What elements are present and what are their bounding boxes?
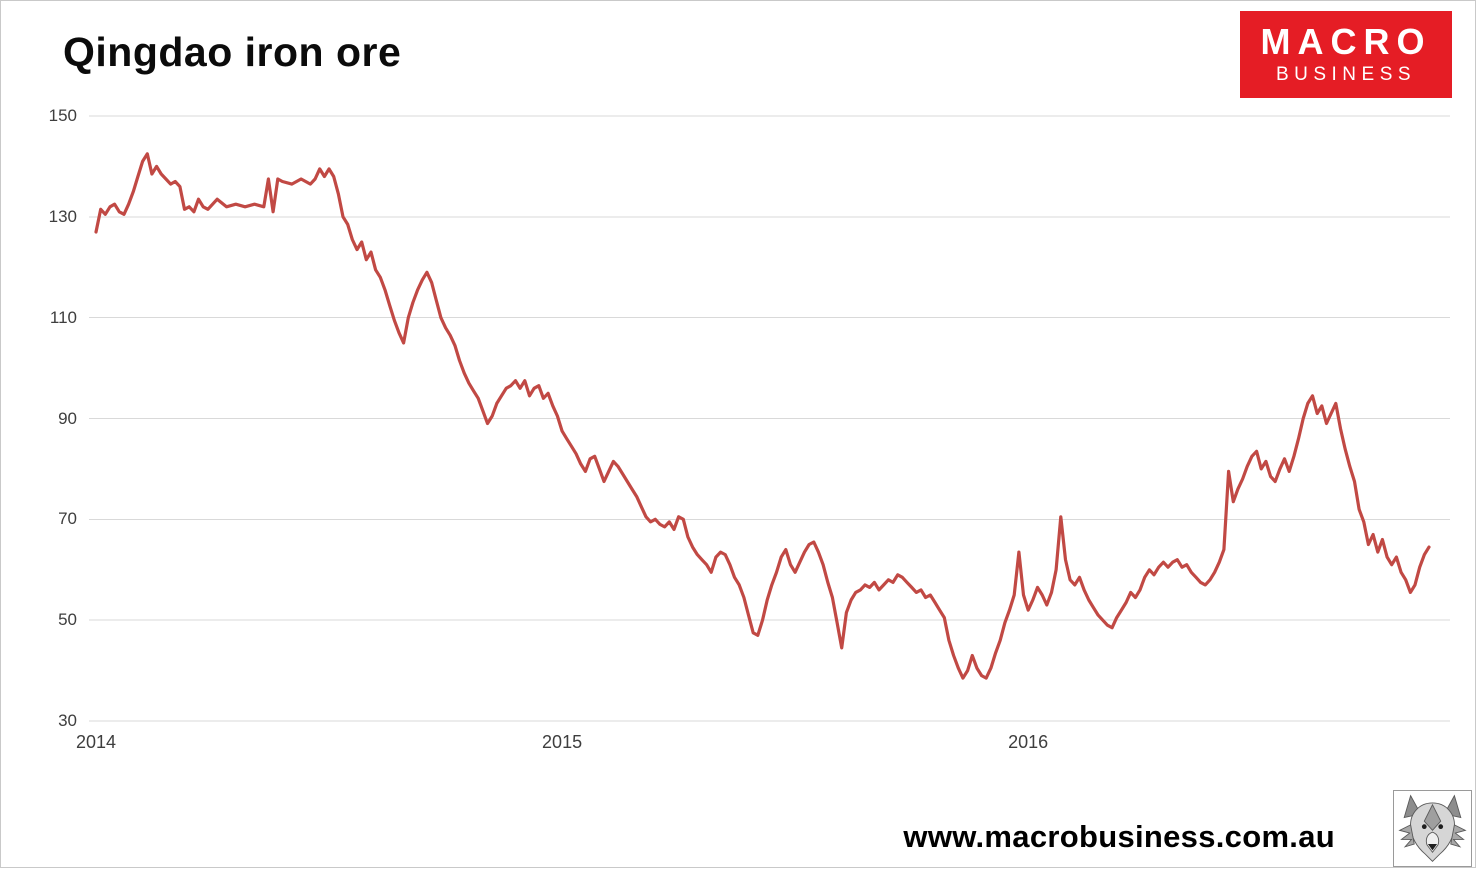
y-axis-tick-label: 150 <box>48 106 77 125</box>
logo-text-macro: MACRO <box>1260 21 1432 63</box>
logo-text-business: BUSINESS <box>1275 63 1417 85</box>
chart-title: Qingdao iron ore <box>63 29 402 75</box>
website-url: www.macrobusiness.com.au <box>903 819 1335 854</box>
y-axis-tick-label: 30 <box>58 711 77 730</box>
x-axis-tick-label: 2015 <box>542 732 583 752</box>
y-axis-tick-label: 50 <box>58 610 77 630</box>
x-axis-tick-label: 2014 <box>75 732 116 752</box>
x-axis-tick-label: 2016 <box>1008 732 1049 752</box>
y-axis-tick-label: 110 <box>49 307 77 327</box>
y-axis-tick-label: 130 <box>48 206 77 226</box>
y-axis-tick-label: 90 <box>58 408 77 428</box>
macrobusiness-logo: MACRO BUSINESS <box>1240 11 1452 98</box>
wolf-head-icon <box>1396 792 1469 865</box>
y-axis-tick-label: 70 <box>58 509 77 529</box>
wolf-logo <box>1393 790 1472 867</box>
